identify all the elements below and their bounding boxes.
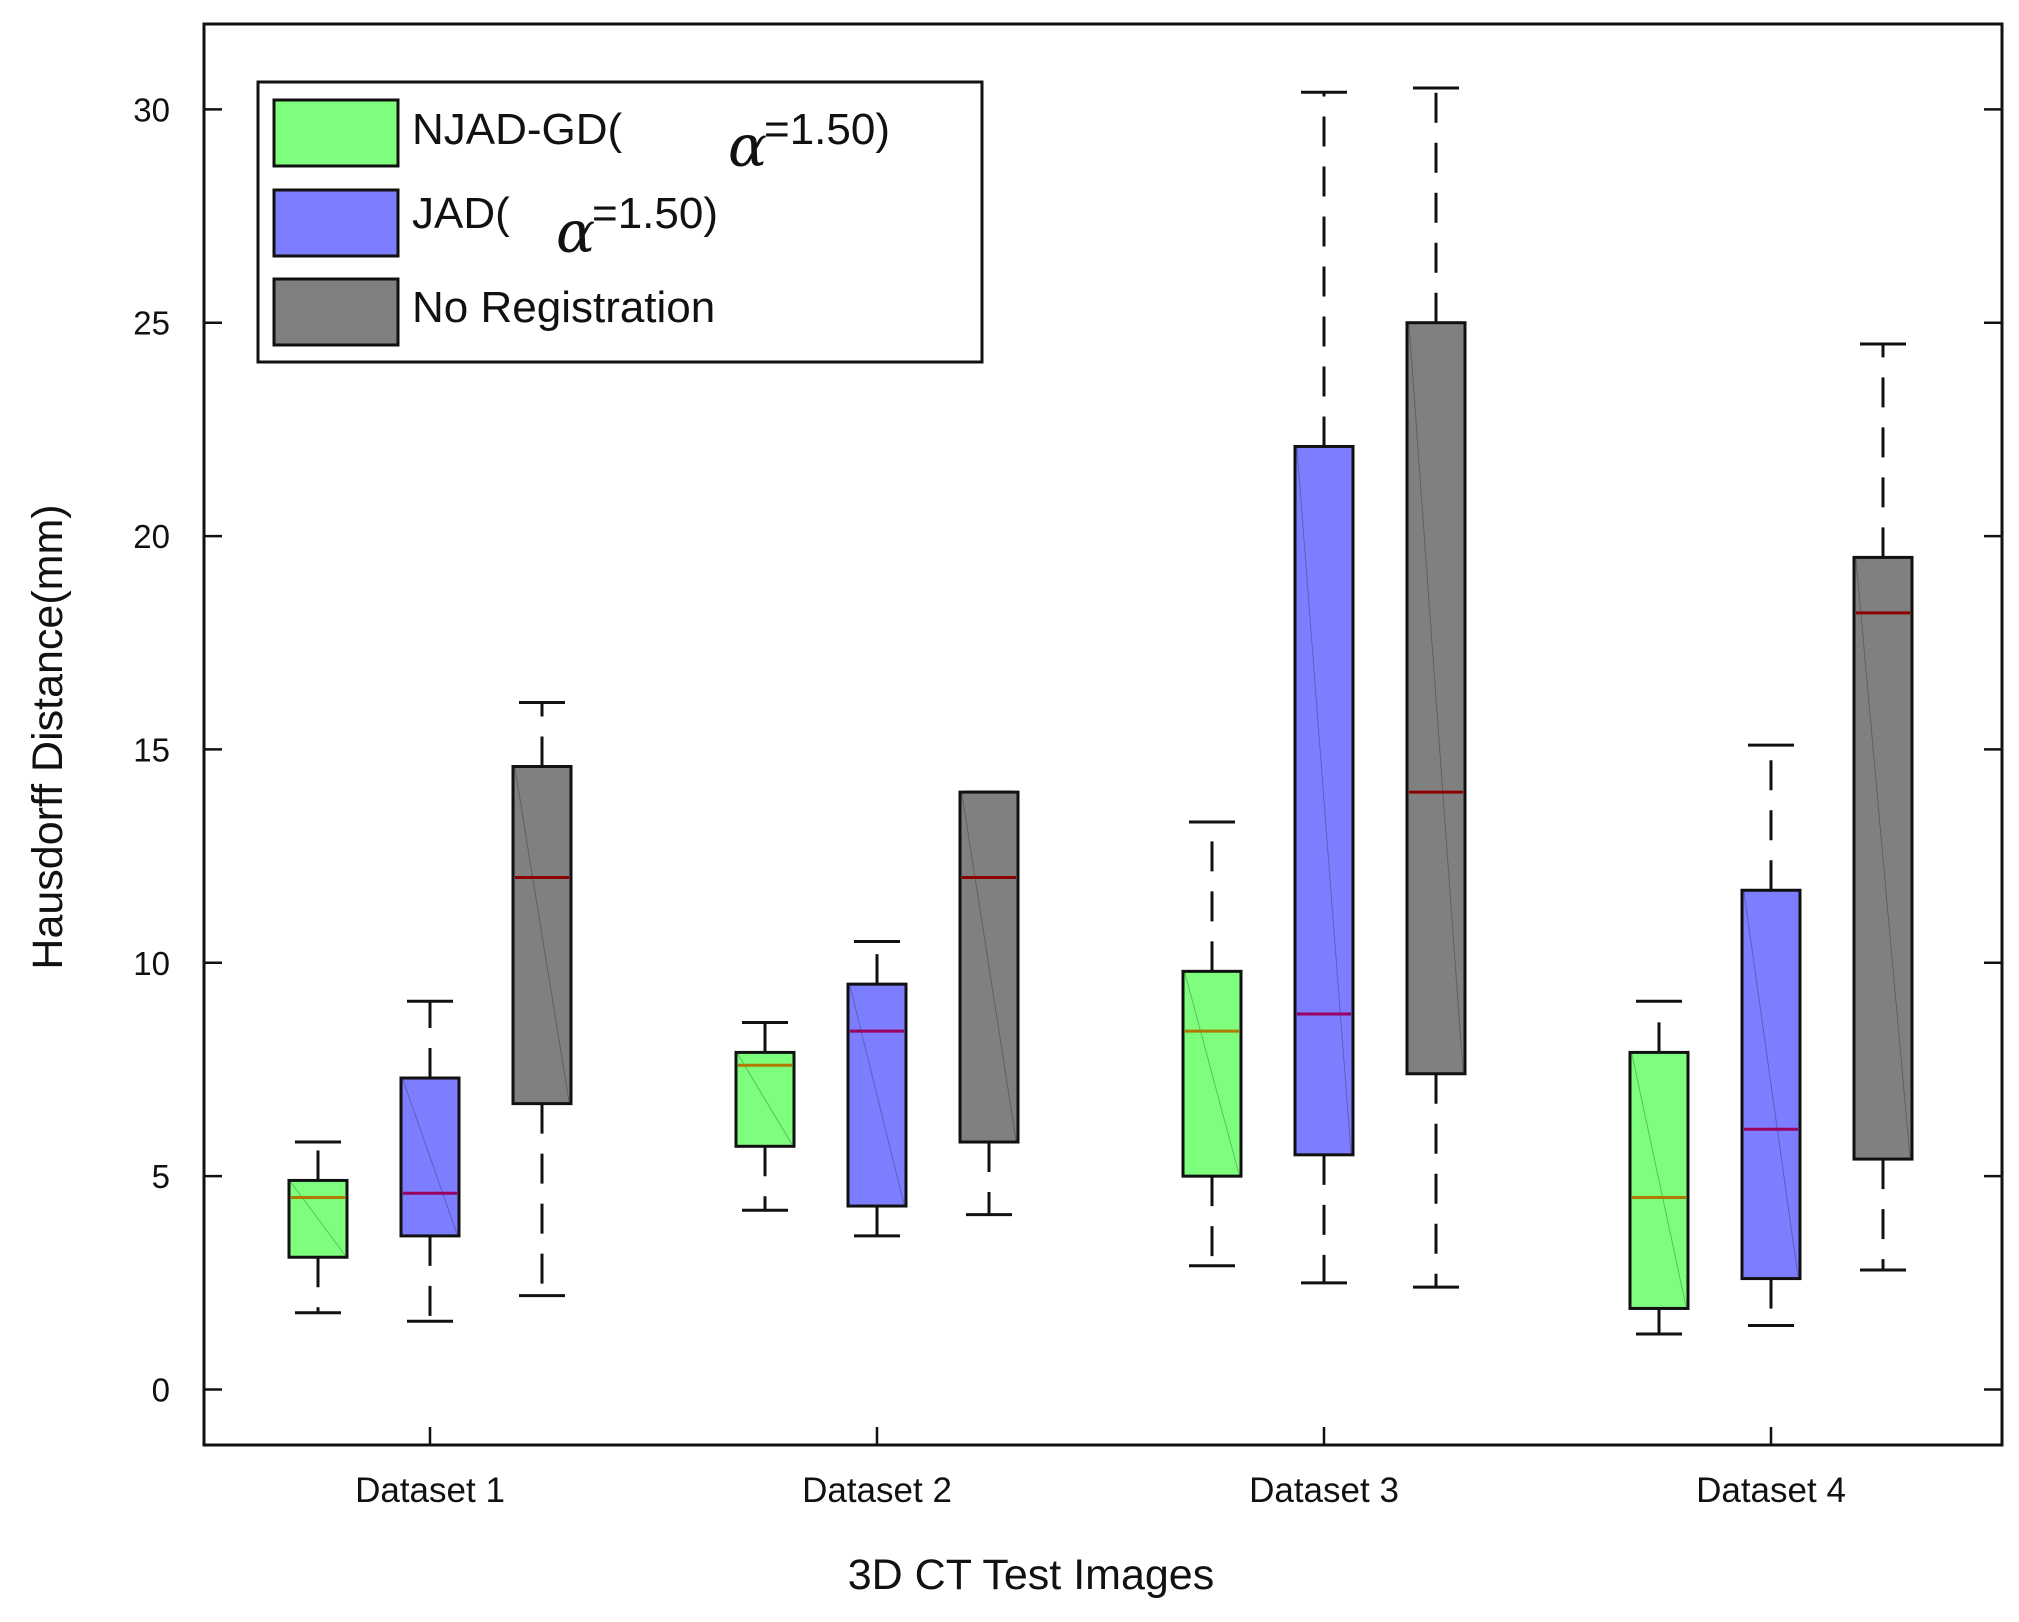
y-tick-label: 10 bbox=[133, 945, 170, 982]
box-diagonal bbox=[737, 1054, 793, 1145]
iqr-box bbox=[734, 1050, 796, 1148]
box-3-dataset-2 bbox=[958, 790, 1020, 1217]
box-2-dataset-3 bbox=[1293, 90, 1355, 1285]
legend-label-njad-gd: NJAD-GD( bbox=[412, 105, 623, 154]
y-tick-label: 30 bbox=[133, 91, 170, 128]
box-diagonal bbox=[290, 1182, 346, 1256]
box-2-dataset-1 bbox=[399, 999, 461, 1323]
x-axis-title: 3D CT Test Images bbox=[848, 1551, 1214, 1599]
x-category-label: Dataset 3 bbox=[1249, 1471, 1399, 1510]
legend-label-no-registration: No Registration bbox=[412, 283, 715, 332]
plot-frame bbox=[202, 22, 2004, 1447]
box-diagonal bbox=[402, 1079, 458, 1235]
iqr-box bbox=[1405, 321, 1467, 1076]
legend-entry-njad-gd: NJAD-GD( α =1.50) bbox=[272, 98, 890, 180]
y-tick-label: 5 bbox=[152, 1158, 170, 1195]
box-diagonal bbox=[1631, 1054, 1687, 1307]
iqr-box bbox=[958, 790, 1020, 1144]
y-tick-label: 25 bbox=[133, 305, 170, 342]
legend-entry-jad: JAD( α =1.50) bbox=[272, 188, 718, 266]
legend-value-njad-gd: =1.50) bbox=[764, 105, 890, 154]
box-diagonal bbox=[1743, 892, 1799, 1277]
box-diagonal bbox=[1408, 324, 1464, 1072]
iqr-box bbox=[1852, 555, 1914, 1161]
box-1-dataset-2 bbox=[734, 1021, 796, 1212]
legend-swatch-njad-gd bbox=[272, 98, 400, 168]
box-3-dataset-3 bbox=[1405, 86, 1467, 1289]
box-diagonal bbox=[849, 986, 905, 1205]
legend-value-jad: =1.50) bbox=[592, 189, 718, 238]
box-3-dataset-4 bbox=[1852, 342, 1914, 1272]
legend-alpha-jad: α bbox=[556, 198, 595, 266]
box-diagonal bbox=[961, 794, 1017, 1141]
y-tick-label: 15 bbox=[133, 731, 170, 768]
legend-entry-no-registration: No Registration bbox=[272, 277, 715, 347]
iqr-box bbox=[1293, 444, 1355, 1157]
legend-alpha-njad-gd: α bbox=[728, 112, 767, 180]
iqr-box bbox=[511, 765, 573, 1106]
legend-swatch-no-registration bbox=[272, 277, 400, 347]
box-2-dataset-2 bbox=[846, 939, 908, 1238]
box-3-dataset-1 bbox=[511, 700, 573, 1298]
legend-label-jad: JAD( bbox=[412, 189, 510, 238]
iqr-box bbox=[1740, 888, 1802, 1281]
legend: NJAD-GD( α =1.50) JAD( α =1.50) No Regis… bbox=[256, 80, 984, 364]
iqr-box bbox=[399, 1076, 461, 1238]
iqr-box bbox=[1181, 969, 1243, 1178]
x-category-label: Dataset 2 bbox=[802, 1471, 952, 1510]
x-category-label: Dataset 1 bbox=[355, 1471, 505, 1510]
iqr-box bbox=[1628, 1050, 1690, 1310]
box-diagonal bbox=[514, 768, 570, 1102]
y-tick-label: 20 bbox=[133, 518, 170, 555]
iqr-box bbox=[287, 1178, 349, 1259]
legend-swatch-jad bbox=[272, 188, 400, 258]
box-1-dataset-1 bbox=[287, 1140, 349, 1315]
box-1-dataset-3 bbox=[1181, 820, 1243, 1268]
box-diagonal bbox=[1296, 448, 1352, 1153]
box-1-dataset-4 bbox=[1628, 999, 1690, 1336]
iqr-box bbox=[846, 982, 908, 1208]
y-axis-title: Hausdorff Distance(mm) bbox=[24, 504, 72, 969]
box-2-dataset-4 bbox=[1740, 743, 1802, 1328]
x-category-label: Dataset 4 bbox=[1696, 1471, 1846, 1510]
box-diagonal bbox=[1184, 973, 1240, 1175]
y-tick-label: 0 bbox=[152, 1372, 170, 1409]
box-diagonal bbox=[1855, 559, 1911, 1158]
